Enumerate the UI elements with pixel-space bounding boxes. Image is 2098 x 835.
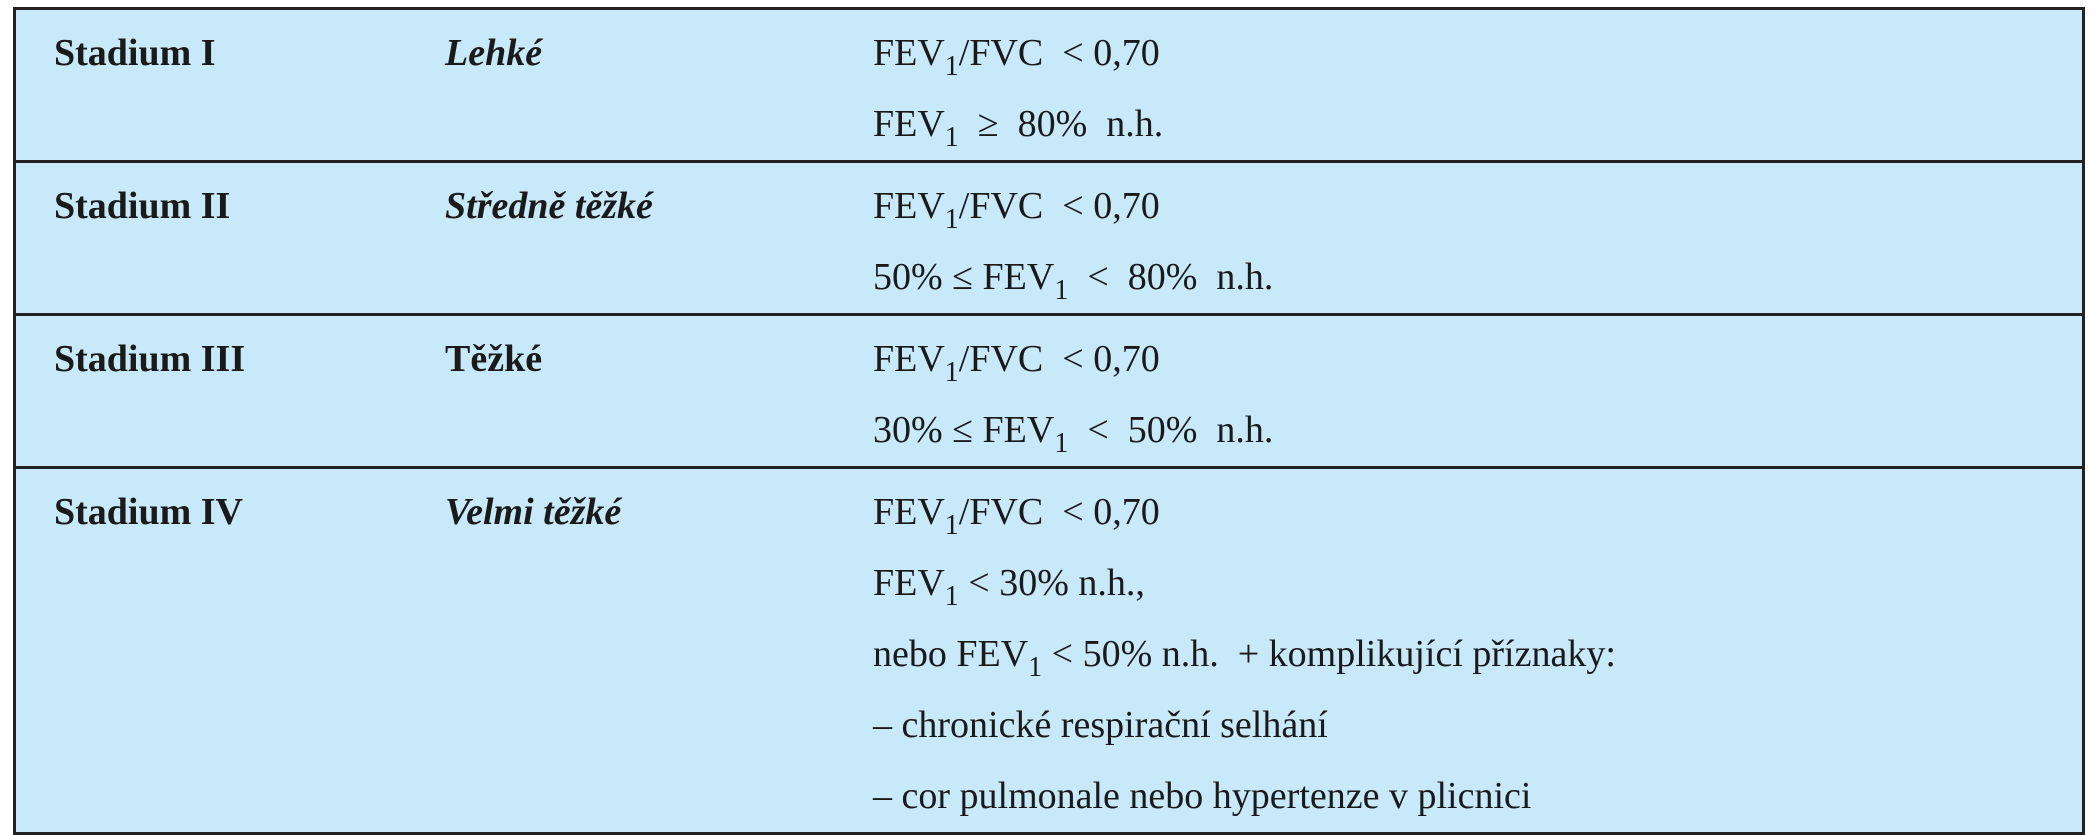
criteria: FEV1/FVC < 0,70 50% ≤ FEV1 < 80% n.h. <box>873 162 2084 315</box>
criterion-text: FEV <box>873 103 945 145</box>
criteria: FEV1/FVC < 0,70 FEV1 < 30% n.h., nebo FEV1… <box>873 468 2084 834</box>
subscript: 1 <box>944 357 959 388</box>
criterion-text: /FVC < 0,70 <box>958 32 1160 74</box>
criterion-text: FEV <box>873 491 945 533</box>
table-row: Stadium I Lehké FEV1/FVC < 0,70 FEV1 ≥ 80… <box>14 9 2084 162</box>
criteria: FEV1/FVC < 0,70 FEV1 ≥ 80% n.h. <box>873 9 2084 162</box>
severity: Velmi těžké <box>445 491 622 533</box>
criterion-line: FEV1/FVC < 0,70 <box>873 477 2082 548</box>
criterion-text: /FVC < 0,70 <box>958 491 1160 533</box>
subscript: 1 <box>944 122 959 153</box>
criterion-text: < 80% n.h. <box>1068 256 1274 298</box>
criterion-text: 50% ≤ FEV <box>873 256 1055 298</box>
stage: Stadium I <box>54 32 216 74</box>
criterion-text: FEV <box>873 185 945 227</box>
stage: Stadium II <box>54 185 231 227</box>
criterion-text: /FVC < 0,70 <box>958 185 1160 227</box>
criterion-text: /FVC < 0,70 <box>958 338 1160 380</box>
criterion-line: FEV1/FVC < 0,70 <box>873 324 2082 395</box>
criterion-text: nebo FEV <box>873 633 1029 675</box>
severity: Lehké <box>445 32 543 74</box>
subscript: 1 <box>944 581 959 612</box>
criterion-line: FEV1 ≥ 80% n.h. <box>873 89 2082 160</box>
criterion-line: FEV1/FVC < 0,70 <box>873 171 2082 242</box>
subscript: 1 <box>1054 428 1069 459</box>
criterion-line: – cor pulmonale nebo hypertenze v plicni… <box>873 761 2082 832</box>
criterion-text: < 50% n.h. + komplikující příznaky: <box>1042 633 1616 675</box>
subscript: 1 <box>944 51 959 82</box>
criterion-text: FEV <box>873 32 945 74</box>
stage: Stadium IV <box>54 491 243 533</box>
criterion-line: nebo FEV1 < 50% n.h. + komplikující příz… <box>873 619 2082 690</box>
severity: Středně těžké <box>445 185 653 227</box>
criterion-line: 50% ≤ FEV1 < 80% n.h. <box>873 242 2082 313</box>
table-row: Stadium IV Velmi těžké FEV1/FVC < 0,70 FE… <box>14 468 2084 834</box>
criteria: FEV1/FVC < 0,70 30% ≤ FEV1 < 50% n.h. <box>873 315 2084 468</box>
criterion-text: FEV <box>873 338 945 380</box>
subscript: 1 <box>944 510 959 541</box>
page: Stadium I Lehké FEV1/FVC < 0,70 FEV1 ≥ 80… <box>13 7 2085 835</box>
stage-table: Stadium I Lehké FEV1/FVC < 0,70 FEV1 ≥ 80… <box>13 7 2085 835</box>
criterion-text: < 30% n.h., <box>958 562 1145 604</box>
criterion-line: 30% ≤ FEV1 < 50% n.h. <box>873 395 2082 466</box>
criterion-line: FEV1/FVC < 0,70 <box>873 18 2082 89</box>
criterion-line: FEV1 < 30% n.h., <box>873 548 2082 619</box>
table-row: Stadium III Těžké FEV1/FVC < 0,70 30% ≤ F… <box>14 315 2084 468</box>
subscript: 1 <box>1054 275 1069 306</box>
stage: Stadium III <box>54 338 246 380</box>
criterion-text: – cor pulmonale nebo hypertenze v plicni… <box>873 775 1532 817</box>
subscript: 1 <box>1028 652 1043 683</box>
criterion-text: 30% ≤ FEV <box>873 409 1055 451</box>
table-row: Stadium II Středně těžké FEV1/FVC < 0,70… <box>14 162 2084 315</box>
subscript: 1 <box>944 204 959 235</box>
criterion-text: – chronické respirační selhání <box>873 704 1328 746</box>
severity: Těžké <box>445 338 543 380</box>
criterion-line: – chronické respirační selhání <box>873 690 2082 761</box>
criterion-text: ≥ 80% n.h. <box>958 103 1164 145</box>
criterion-text: < 50% n.h. <box>1068 409 1274 451</box>
criterion-text: FEV <box>873 562 945 604</box>
